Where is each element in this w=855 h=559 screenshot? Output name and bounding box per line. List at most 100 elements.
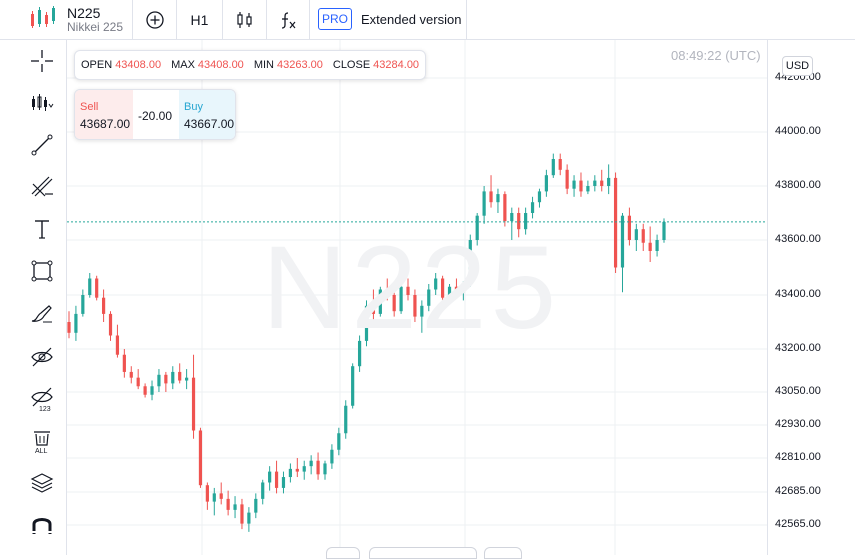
crosshair-tool[interactable]: [25, 44, 59, 78]
buy-button[interactable]: Buy 43667.00: [179, 90, 235, 139]
scroll-right-button[interactable]: [484, 547, 522, 559]
candle-body: [385, 289, 389, 295]
hide-indicators-tool[interactable]: 123: [25, 382, 59, 416]
candle-body: [95, 278, 99, 298]
symbol-selector[interactable]: N225 Nikkei 225: [0, 0, 133, 40]
open-value: 43408.00: [115, 59, 162, 71]
candle-body: [316, 460, 320, 475]
candle-body: [454, 286, 459, 293]
svg-text:ALL: ALL: [35, 448, 48, 454]
candle-body: [461, 284, 465, 293]
candle-body: [434, 278, 438, 290]
crosshair-icon: [31, 50, 53, 72]
candle-body: [219, 493, 223, 499]
extended-version-button[interactable]: PRO Extended version: [310, 0, 467, 40]
max-value: 43408.00: [197, 59, 244, 71]
candle-body: [586, 186, 590, 192]
trend-line-tool[interactable]: [25, 128, 59, 162]
open-label: OPEN: [81, 59, 113, 71]
candle-body: [496, 194, 500, 203]
candle-body: [191, 377, 196, 431]
hide-indicators-icon: 123: [31, 387, 53, 412]
candle-body: [655, 240, 659, 251]
magnet-tool[interactable]: [25, 508, 59, 542]
candle-body: [427, 289, 431, 306]
timeframe-button[interactable]: H1: [177, 0, 223, 40]
top-toolbar: N225 Nikkei 225 H1 PRO Extended version: [0, 0, 855, 40]
candles-logo-icon: [31, 6, 55, 28]
chart-type-icon: [32, 94, 54, 111]
candle-body: [399, 286, 403, 312]
candle-body: [178, 371, 182, 381]
sell-button[interactable]: Sell 43687.00: [75, 90, 133, 139]
extended-version-label: Extended version: [361, 12, 462, 27]
candle-body: [482, 191, 486, 216]
text-tool[interactable]: [25, 212, 59, 246]
candle-body: [171, 371, 175, 384]
candle-body: [572, 180, 576, 189]
symbol-watermark: N225: [262, 222, 561, 354]
shapes-tool[interactable]: [25, 254, 59, 288]
candle-body: [413, 295, 417, 317]
candle-body: [122, 354, 126, 372]
symbol-name: N225: [67, 5, 101, 21]
candle-body: [579, 180, 583, 192]
hide-drawings-tool[interactable]: [25, 340, 59, 374]
candle-body: [447, 286, 452, 298]
add-symbol-button[interactable]: [133, 0, 177, 40]
candle-body: [164, 374, 168, 384]
candle-body: [323, 463, 327, 475]
text-icon: [35, 220, 49, 239]
min-label: MIN: [253, 59, 274, 71]
chart-type-tool[interactable]: [25, 86, 59, 120]
candle-body: [268, 471, 272, 483]
min-value: 43263.00: [276, 59, 323, 71]
candle-body: [274, 471, 279, 488]
svg-text:123: 123: [39, 406, 51, 412]
candle-body: [524, 213, 528, 230]
candle-body: [551, 159, 555, 176]
candle-body: [613, 177, 618, 268]
delete-all-tool[interactable]: ALL: [25, 424, 59, 458]
candle-body: [281, 477, 286, 488]
chart-canvas[interactable]: [67, 40, 767, 555]
brush-icon: [31, 305, 52, 323]
drawing-toolbar: 123 ALL: [0, 40, 67, 555]
candle-body: [288, 468, 292, 478]
candle-body: [150, 386, 154, 395]
chart-style-button[interactable]: [223, 0, 267, 40]
price-tick-label: 43050.00: [775, 385, 821, 397]
candle-body: [344, 405, 348, 434]
time-range-selector[interactable]: [369, 547, 477, 559]
symbol-subtitle: Nikkei 225: [67, 20, 124, 34]
price-tick-label: 44000.00: [775, 125, 821, 137]
scroll-left-button[interactable]: [326, 547, 360, 559]
candle-body: [337, 433, 341, 450]
candle-body: [212, 493, 216, 502]
candle-body: [607, 177, 611, 186]
layers-icon: [30, 473, 54, 493]
close-value: 43284.00: [373, 59, 420, 71]
candle-body: [420, 305, 424, 317]
candle-body: [136, 377, 140, 387]
layers-tool[interactable]: [25, 466, 59, 500]
brush-tool[interactable]: [25, 296, 59, 330]
price-tick-label: 42930.00: [775, 418, 821, 430]
candle-body: [302, 466, 306, 472]
indicators-button[interactable]: [267, 0, 310, 40]
candle-body: [247, 512, 251, 524]
candle-body: [565, 169, 569, 189]
candle-body: [254, 498, 258, 513]
currency-button[interactable]: USD: [782, 56, 813, 76]
price-tick-label: 42565.00: [775, 518, 821, 530]
candle-body: [364, 305, 369, 341]
price-tick-label: 43200.00: [775, 342, 821, 354]
candle-body: [468, 240, 472, 284]
candle-body: [351, 366, 355, 406]
fib-tool[interactable]: [25, 170, 59, 204]
candle-body: [295, 468, 299, 472]
price-axis[interactable]: [767, 40, 855, 555]
price-chart[interactable]: [67, 40, 767, 555]
sell-label: Sell: [80, 101, 99, 113]
plus-circle-icon: [145, 11, 164, 29]
